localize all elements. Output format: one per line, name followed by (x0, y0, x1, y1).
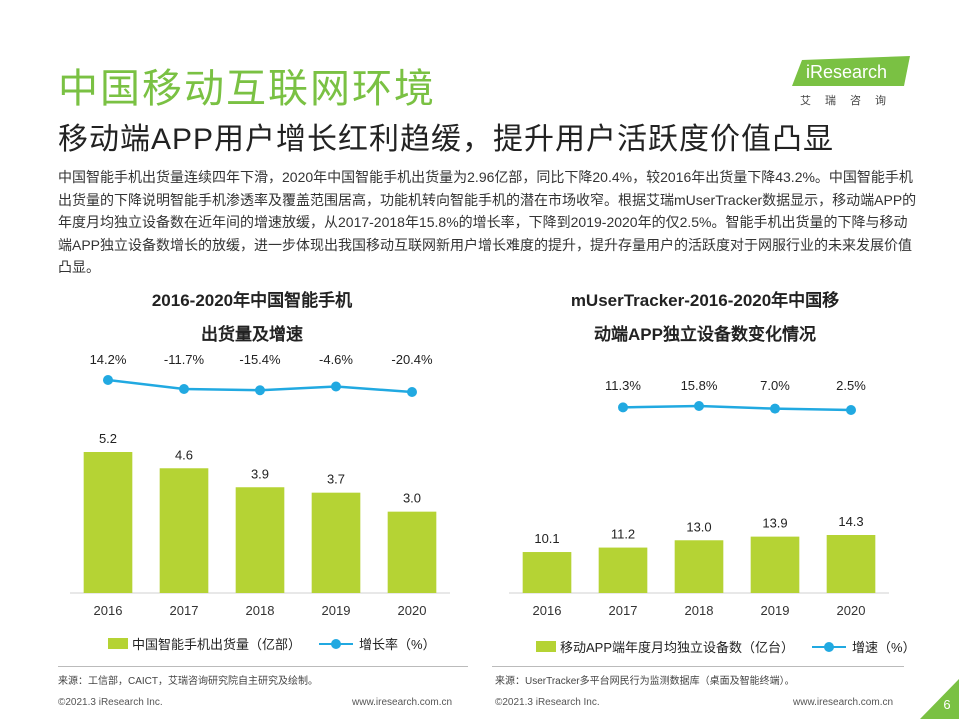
page-title: 中国移动互联网环境 (58, 67, 436, 111)
chart2-tick-label: 2017 (609, 603, 638, 618)
chart2-growth-point (846, 405, 856, 415)
chart1-bar (83, 452, 133, 593)
chart1-tick-label: 2016 (94, 603, 123, 618)
chart2-svg: 10.1 2016 11.2 2017 13.0 2018 13.9 2019 14.3 2020… (509, 378, 889, 618)
chart1-bar-label: 3.9 (251, 466, 269, 481)
copyright-right: ©2021.3 iResearch Inc. (495, 697, 600, 708)
chart2-bar-label: 11.2 (611, 527, 635, 542)
chart1-legend-line-label: 增长率（%） (359, 637, 436, 652)
chart1-title-line1: 2016-2020年中国智能手机 (151, 291, 353, 310)
logo-text: iResearch (806, 62, 887, 82)
chart2-growth-line (622, 404, 852, 412)
chart1-growth-label: -4.6% (319, 352, 353, 367)
chart1-growth-label: -20.4% (391, 352, 433, 367)
chart1-growth-point (103, 375, 113, 385)
page-subtitle: 移动端APP用户增长红利趋缓，提升用户活跃度价值凸显 (58, 123, 835, 156)
chart2-bar (750, 536, 800, 593)
chart1-bar (311, 492, 361, 593)
chart2-growth-label: 15.8% (681, 378, 718, 393)
iresearch-logo: iResearch 艾瑞咨询 (792, 56, 912, 107)
chart2-title-line1: mUserTracker-2016-2020年中国移 (570, 291, 840, 310)
chart1-legend: 中国智能手机出货量（亿部） 增长率（%） (108, 634, 436, 653)
logo-badge: iResearch (792, 56, 910, 86)
page-number: 6 (943, 697, 950, 712)
chart2-tick-label: 2018 (685, 603, 714, 618)
chart2-title: mUserTracker-2016-2020年中国移 动端APP独立设备数变化情… (520, 284, 890, 352)
copyright-left: ©2021.3 iResearch Inc. (58, 697, 163, 708)
chart1-bar-label: 4.6 (175, 447, 193, 462)
chart1-growth-point (179, 383, 189, 394)
chart2-growth-point (770, 403, 780, 414)
chart1-title-line2: 出货量及增速 (201, 325, 303, 344)
chart1-tick-label: 2020 (398, 603, 427, 618)
logo-subtext: 艾瑞咨询 (800, 95, 900, 107)
legend-line-swatch (319, 638, 354, 649)
chart2-growth-label: 11.3% (605, 378, 641, 393)
chart1-bar (235, 487, 285, 593)
divider-right (492, 666, 904, 667)
chart2-growth-label: 7.0% (760, 378, 790, 393)
chart2-bar (598, 547, 648, 593)
chart2-bar (674, 540, 724, 593)
chart2-bar-label: 14.3 (838, 514, 863, 529)
chart1-growth-label: -11.7% (164, 352, 205, 367)
divider-left (58, 666, 468, 667)
source-left: 来源：工信部，CAICT，艾瑞咨询研究院自主研究及绘制。 (58, 676, 318, 687)
legend-bar-swatch (536, 641, 556, 652)
chart1-growth-label: -15.4% (239, 352, 281, 367)
chart1-title: 2016-2020年中国智能手机 出货量及增速 (72, 284, 432, 352)
chart1-growth-point (331, 381, 341, 392)
chart2-growth-point (618, 402, 628, 413)
chart2-bar-label: 10.1 (534, 531, 559, 546)
chart1-tick-label: 2017 (170, 603, 199, 618)
chart2-title-line2: 动端APP独立设备数变化情况 (594, 325, 816, 344)
chart2-bar (522, 552, 572, 593)
chart1-growth-point (407, 387, 417, 397)
legend-bar-swatch (108, 638, 128, 649)
url-right: www.iresearch.com.cn (793, 697, 894, 708)
chart2-tick-label: 2019 (761, 603, 790, 618)
chart1-tick-label: 2019 (322, 603, 351, 618)
chart2-growth-label: 2.5% (836, 378, 866, 393)
chart2-growth-point (694, 401, 704, 411)
chart1-svg: 5.2 2016 4.6 2017 3.9 2018 3.7 2019 3.0 2020 14.2%… (70, 352, 450, 618)
chart2-legend-line-label: 增速（%） (852, 640, 916, 655)
chart1-legend-bar-label: 中国智能手机出货量（亿部） (132, 637, 302, 652)
url-left: www.iresearch.com.cn (352, 697, 453, 708)
chart1-bar (159, 468, 209, 593)
legend-line-swatch (812, 641, 847, 652)
chart2-bar-label: 13.0 (686, 519, 711, 534)
chart1-bar (387, 511, 437, 593)
source-right: 来源：UserTracker多平台网民行为监测数据库（桌面及智能终端）。 (495, 676, 795, 687)
chart2-bar (826, 535, 876, 593)
chart1-growth-point (255, 385, 265, 396)
chart2-legend-bar-label: 移动APP端年度月均独立设备数（亿台） (560, 640, 795, 655)
chart1-bar-label: 5.2 (99, 431, 117, 446)
chart1-tick-label: 2018 (246, 603, 275, 618)
page-number-badge: 6 (920, 679, 959, 719)
chart1-growth-label: 14.2% (90, 352, 127, 367)
chart2-bar-label: 13.9 (762, 516, 787, 531)
chart1-bar-label: 3.7 (327, 472, 345, 487)
chart1-bar-label: 3.0 (403, 491, 421, 506)
intro-paragraph: 中国智能手机出货量连续四年下滑，2020年中国智能手机出货量为2.96亿部，同比… (58, 169, 917, 276)
chart2-tick-label: 2020 (837, 603, 866, 618)
chart2-tick-label: 2016 (533, 603, 562, 618)
chart2-legend: 移动APP端年度月均独立设备数（亿台） 增速（%） (536, 637, 916, 656)
